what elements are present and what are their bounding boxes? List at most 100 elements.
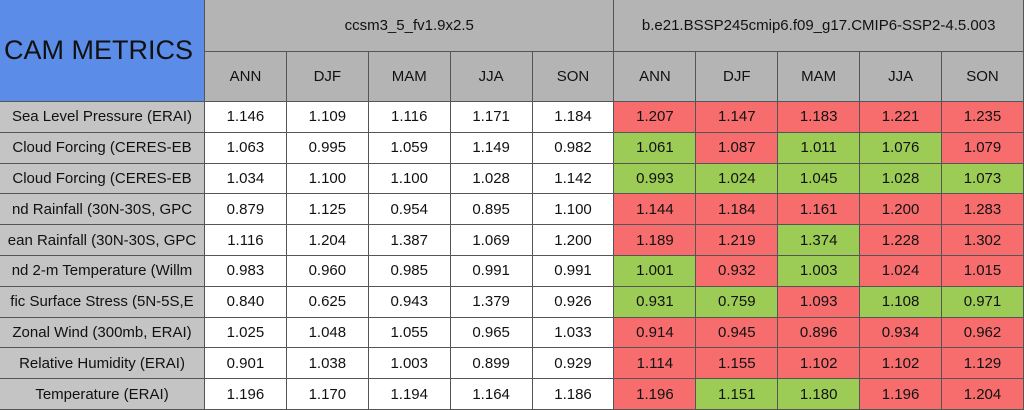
value-cell: 1.114	[614, 348, 697, 380]
value-cell: 0.962	[942, 317, 1024, 349]
value-cell: 0.995	[286, 132, 369, 164]
row-label: Zonal Wind (300mb, ERAI)	[0, 317, 205, 349]
value-cell: 1.003	[368, 348, 451, 380]
value-cell: 1.015	[942, 255, 1024, 287]
value-cell: 1.171	[450, 102, 533, 133]
value-cell: 1.028	[860, 163, 943, 195]
value-cell: 1.302	[942, 225, 1024, 256]
value-cell: 1.116	[205, 225, 287, 256]
value-cell: 1.055	[368, 317, 451, 349]
value-cell: 1.102	[860, 348, 943, 380]
value-cell: 1.184	[696, 194, 779, 226]
value-cell: 1.144	[614, 194, 697, 226]
value-cell: 0.971	[942, 286, 1024, 318]
value-cell: 1.059	[368, 132, 451, 164]
value-cell: 0.879	[205, 194, 287, 226]
row-label: Cloud Forcing (CERES-EB	[0, 132, 205, 164]
row-label: nd 2-m Temperature (Willm	[0, 255, 205, 287]
value-cell: 0.840	[205, 286, 287, 318]
season-header: MAM	[778, 52, 861, 102]
value-cell: 1.219	[696, 225, 779, 256]
group-header: b.e21.BSSP245cmip6.f09_g17.CMIP6-SSP2-4.…	[614, 0, 1024, 52]
value-cell: 1.200	[860, 194, 943, 226]
value-cell: 0.625	[286, 286, 369, 318]
value-cell: 1.142	[532, 163, 615, 195]
value-cell: 0.983	[205, 255, 287, 287]
value-cell: 0.960	[286, 255, 369, 287]
value-cell: 1.149	[450, 132, 533, 164]
season-header: SON	[942, 52, 1024, 102]
season-header: JJA	[860, 52, 943, 102]
value-cell: 0.954	[368, 194, 451, 226]
value-cell: 0.965	[450, 317, 533, 349]
value-cell: 1.033	[532, 317, 615, 349]
value-cell: 0.926	[532, 286, 615, 318]
value-cell: 0.759	[696, 286, 779, 318]
value-cell: 1.069	[450, 225, 533, 256]
value-cell: 1.045	[778, 163, 861, 195]
season-header: ANN	[205, 52, 287, 102]
value-cell: 1.087	[696, 132, 779, 164]
value-cell: 1.221	[860, 102, 943, 133]
value-cell: 1.079	[942, 132, 1024, 164]
value-cell: 1.116	[368, 102, 451, 133]
value-cell: 1.024	[860, 255, 943, 287]
row-label: Relative Humidity (ERAI)	[0, 348, 205, 380]
row-label: Temperature (ERAI)	[0, 379, 205, 410]
value-cell: 1.108	[860, 286, 943, 318]
value-cell: 1.003	[778, 255, 861, 287]
value-cell: 1.200	[532, 225, 615, 256]
value-cell: 1.283	[942, 194, 1024, 226]
value-cell: 1.155	[696, 348, 779, 380]
value-cell: 1.170	[286, 379, 369, 410]
value-cell: 0.899	[450, 348, 533, 380]
value-cell: 1.374	[778, 225, 861, 256]
value-cell: 1.196	[614, 379, 697, 410]
season-header: DJF	[696, 52, 779, 102]
value-cell: 1.235	[942, 102, 1024, 133]
value-cell: 1.387	[368, 225, 451, 256]
value-cell: 0.991	[532, 255, 615, 287]
value-cell: 0.929	[532, 348, 615, 380]
row-label: nd Rainfall (30N-30S, GPC	[0, 194, 205, 226]
value-cell: 1.100	[368, 163, 451, 195]
value-cell: 1.061	[614, 132, 697, 164]
value-cell: 1.100	[532, 194, 615, 226]
value-cell: 1.063	[205, 132, 287, 164]
value-cell: 1.073	[942, 163, 1024, 195]
value-cell: 1.093	[778, 286, 861, 318]
value-cell: 1.129	[942, 348, 1024, 380]
row-label: Cloud Forcing (CERES-EB	[0, 163, 205, 195]
value-cell: 1.184	[532, 102, 615, 133]
value-cell: 1.161	[778, 194, 861, 226]
value-cell: 1.076	[860, 132, 943, 164]
value-cell: 0.985	[368, 255, 451, 287]
value-cell: 0.943	[368, 286, 451, 318]
season-header: DJF	[286, 52, 369, 102]
value-cell: 1.196	[205, 379, 287, 410]
value-cell: 1.207	[614, 102, 697, 133]
season-header: JJA	[450, 52, 533, 102]
group-header: ccsm3_5_fv1.9x2.5	[205, 0, 615, 52]
value-cell: 0.932	[696, 255, 779, 287]
value-cell: 1.011	[778, 132, 861, 164]
value-cell: 1.102	[778, 348, 861, 380]
row-label: ean Rainfall (30N-30S, GPC	[0, 225, 205, 256]
row-label: Sea Level Pressure (ERAI)	[0, 102, 205, 133]
value-cell: 1.228	[860, 225, 943, 256]
value-cell: 0.993	[614, 163, 697, 195]
row-label: fic Surface Stress (5N-5S,E	[0, 286, 205, 318]
season-header: MAM	[368, 52, 451, 102]
title-cell: CAM METRICS	[0, 0, 205, 102]
value-cell: 1.180	[778, 379, 861, 410]
value-cell: 1.146	[205, 102, 287, 133]
value-cell: 1.028	[450, 163, 533, 195]
value-cell: 1.125	[286, 194, 369, 226]
value-cell: 1.379	[450, 286, 533, 318]
value-cell: 1.109	[286, 102, 369, 133]
value-cell: 1.151	[696, 379, 779, 410]
value-cell: 1.025	[205, 317, 287, 349]
season-header: ANN	[614, 52, 697, 102]
value-cell: 1.189	[614, 225, 697, 256]
